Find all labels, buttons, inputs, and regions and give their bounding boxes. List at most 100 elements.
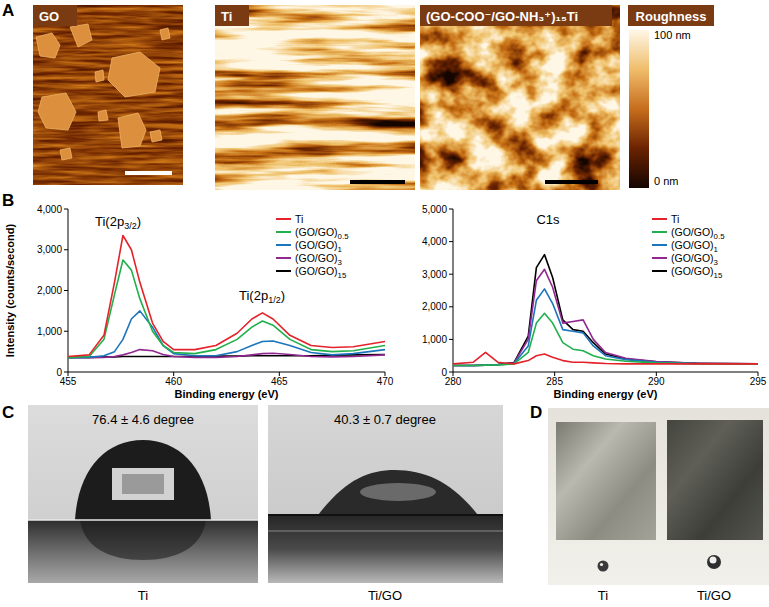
y-tick-label: 2,000 — [37, 285, 62, 296]
go-flake — [60, 148, 72, 160]
y-tick — [449, 274, 453, 275]
data-line — [68, 235, 385, 356]
photo-background — [548, 408, 769, 585]
chart: 01,0002,0003,0004,000455460465470Binding… — [4, 204, 394, 401]
subscript-part: 1 — [338, 245, 342, 254]
colorbar-title: Roughness — [636, 9, 707, 24]
data-line — [453, 289, 758, 366]
data-line — [453, 269, 758, 365]
legend-label: (GO/GO)15 — [671, 265, 723, 280]
afm-surface — [215, 5, 415, 190]
x-axis-label: Binding energy (eV) — [554, 388, 658, 400]
subscript-part: 0.5 — [338, 232, 350, 241]
y-tick — [64, 209, 68, 210]
legend-swatch — [276, 218, 291, 220]
y-tick-label: 2,000 — [422, 301, 447, 312]
y-tick-label: 3,000 — [422, 269, 447, 280]
scale-bar — [545, 180, 598, 184]
text-part: (GO/GO) — [671, 265, 714, 277]
text-part: (GO/GO) — [295, 252, 338, 264]
panel-label: B — [2, 191, 14, 210]
sample-photo — [548, 408, 769, 585]
subscript-part: 3 — [714, 258, 719, 267]
x-tick-label: 465 — [271, 376, 288, 387]
x-axis-line — [68, 372, 385, 373]
x-tick-label: 455 — [60, 376, 77, 387]
annotation: C1s — [536, 212, 560, 227]
x-axis-line — [453, 372, 758, 373]
photo-background — [268, 405, 503, 583]
baseline — [268, 531, 503, 532]
go-flake — [118, 113, 146, 148]
subscript-part: 1 — [714, 245, 718, 254]
y-tick-label: 4,000 — [422, 236, 447, 247]
panel-label: C — [2, 403, 14, 422]
annotation-suffix: ) — [137, 214, 141, 229]
image-title-box — [33, 5, 77, 26]
annotation: Ti(2p3/2) — [95, 214, 141, 231]
droplet — [318, 470, 478, 515]
plot-area — [453, 255, 758, 366]
panel-label: D — [530, 403, 542, 422]
y-tick — [449, 339, 453, 340]
chart: 01,0002,0003,0004,0005,000280285290295Bi… — [422, 204, 767, 401]
baseline — [28, 519, 258, 521]
legend-swatch — [652, 257, 667, 259]
image-title: Ti — [221, 9, 232, 24]
contact-angle-value: 76.4 ± 4.6 degree — [92, 412, 194, 427]
droplet — [75, 440, 211, 520]
go-flake — [150, 130, 162, 142]
legend-swatch — [652, 218, 667, 220]
y-tick-label: 3,000 — [37, 244, 62, 255]
go-flake — [38, 93, 76, 130]
x-tick-label: 285 — [546, 376, 563, 387]
afm-surface — [33, 5, 183, 185]
scale-bar — [125, 171, 172, 175]
go-flake — [98, 110, 108, 121]
annotation-text: Ti(2p — [95, 214, 124, 229]
legend-swatch — [652, 244, 667, 246]
legend-label: Ti — [671, 213, 679, 225]
contact-angle-photo — [28, 405, 258, 583]
go-flake — [160, 28, 170, 40]
figure: ABCDGOTi(GO-COO⁻/GO-NH₃⁺)₁₅TiRoughness10… — [0, 0, 769, 607]
photo-caption: Ti — [138, 588, 148, 603]
text-part: (GO/GO) — [295, 226, 338, 238]
subscript-part: 15 — [338, 271, 347, 280]
text-part: (GO/GO) — [295, 265, 338, 277]
droplet-highlight — [122, 474, 164, 494]
y-tick — [64, 331, 68, 332]
annotation-suffix: ) — [281, 288, 285, 303]
droplet — [707, 555, 721, 569]
y-tick-label: 1,000 — [422, 334, 447, 345]
legend-swatch — [276, 231, 291, 233]
image-title-box — [215, 5, 249, 26]
annotation-text: C1s — [536, 212, 560, 227]
colorbar-gradient — [629, 30, 649, 188]
data-line — [453, 352, 758, 363]
photo-caption: Ti/GO — [697, 588, 731, 603]
annotation: Ti(2p1/2) — [239, 288, 285, 305]
legend: Ti(GO/GO)0.5(GO/GO)1(GO/GO)3(GO/GO)15 — [652, 213, 725, 280]
ti-go-sample — [667, 420, 763, 540]
legend-swatch — [276, 270, 291, 272]
droplet-highlight — [710, 557, 717, 564]
panel-label: A — [2, 1, 14, 20]
y-tick — [449, 306, 453, 307]
y-tick — [64, 290, 68, 291]
droplet-reflection — [80, 520, 206, 560]
legend: Ti(GO/GO)0.5(GO/GO)1(GO/GO)3(GO/GO)15 — [276, 213, 349, 280]
photo-background — [28, 405, 258, 583]
ti-sample — [556, 422, 656, 540]
droplet — [598, 561, 609, 572]
legend-swatch — [276, 257, 291, 259]
y-tick-label: 4,000 — [37, 204, 62, 215]
colorbar-title-box — [628, 5, 714, 26]
legend-label: (GO/GO)15 — [295, 265, 347, 280]
legend-swatch — [652, 231, 667, 233]
colorbar-tick-label: 100 nm — [654, 29, 691, 41]
photo-caption: Ti/GO — [368, 588, 402, 603]
photo-caption: Ti — [598, 588, 608, 603]
x-axis-label: Binding energy (eV) — [175, 388, 279, 400]
x-tick-label: 470 — [377, 376, 394, 387]
